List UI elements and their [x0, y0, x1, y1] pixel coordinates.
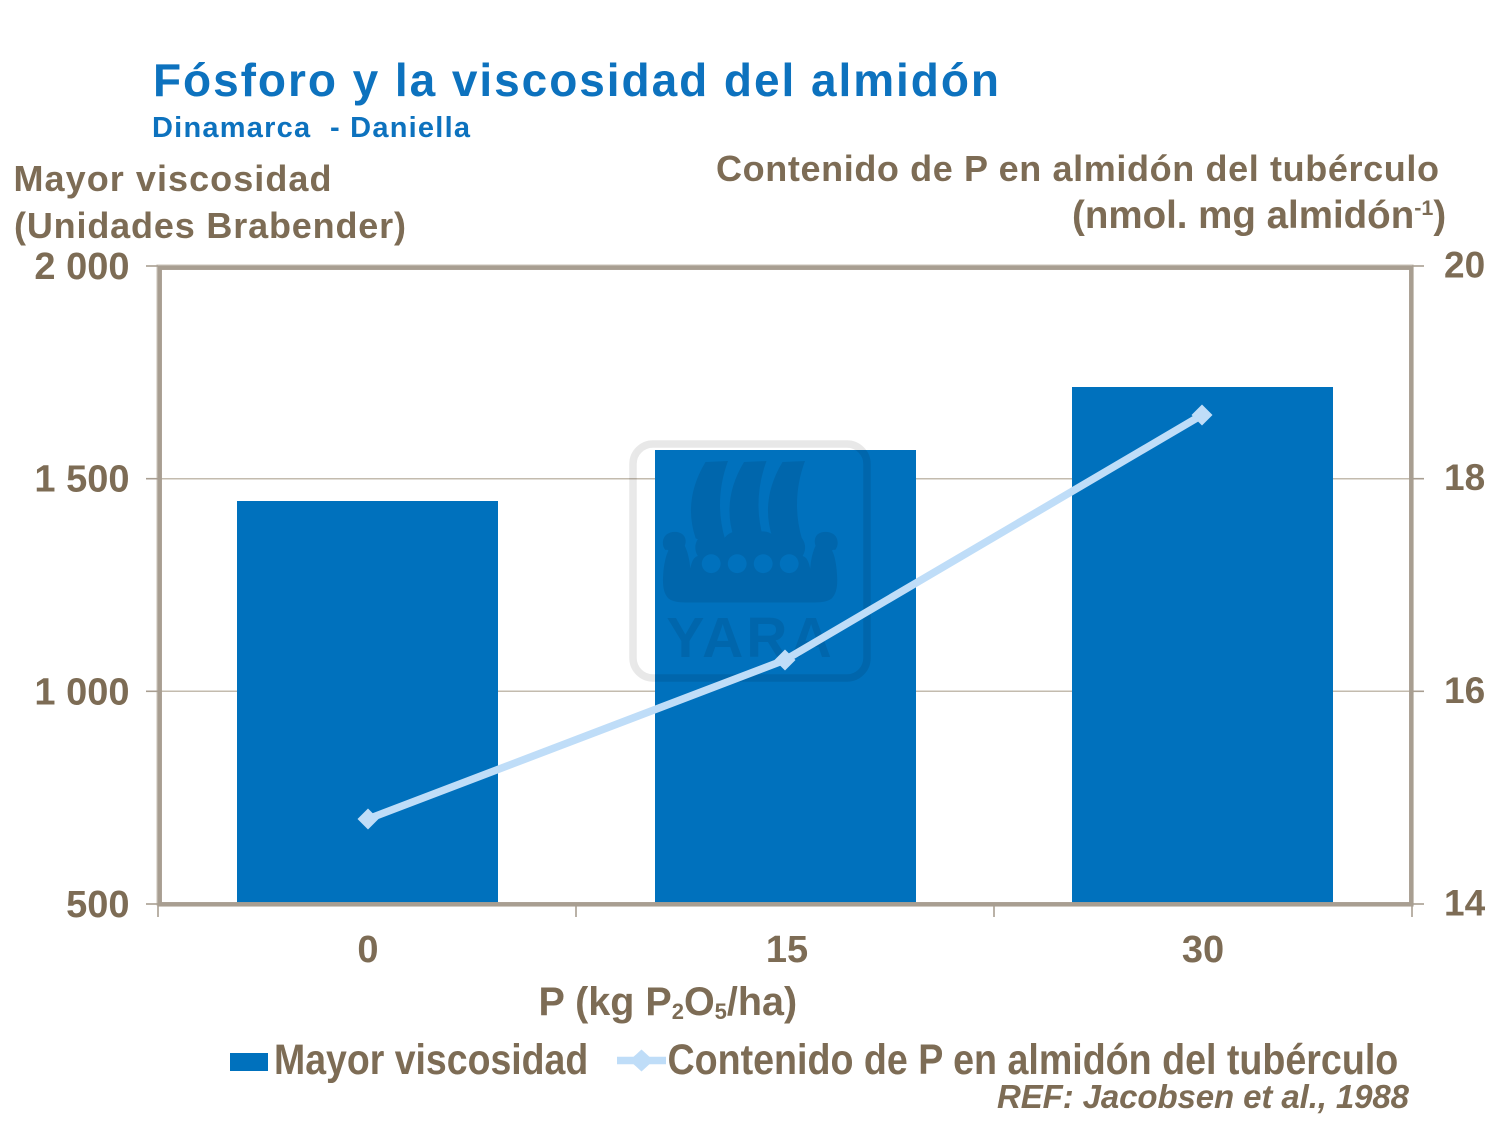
svg-text:2 000: 2 000 [34, 246, 129, 288]
svg-text:14: 14 [1444, 883, 1486, 924]
svg-text:20: 20 [1444, 245, 1485, 286]
svg-text:YARA: YARA [666, 606, 834, 670]
svg-text:Mayor viscosidad: Mayor viscosidad [274, 1035, 588, 1084]
svg-text:Dinamarca - Daniella: Dinamarca - Daniella [152, 112, 471, 144]
svg-text:1 500: 1 500 [34, 459, 129, 501]
svg-text:Contenido de P en almidón del: Contenido de P en almidón del tubérculo [716, 148, 1439, 189]
svg-text:16: 16 [1444, 670, 1485, 711]
svg-text:15: 15 [766, 929, 808, 971]
svg-text:18: 18 [1444, 457, 1485, 498]
svg-text:Contenido de P en almidón del: Contenido de P en almidón del tubérculo [668, 1035, 1399, 1084]
svg-text:1 000: 1 000 [34, 671, 129, 713]
svg-text:(Unidades Brabender): (Unidades Brabender) [14, 205, 406, 246]
svg-text:Mayor viscosidad: Mayor viscosidad [14, 158, 332, 199]
svg-text:500: 500 [66, 884, 129, 926]
svg-text:0: 0 [357, 929, 378, 971]
svg-text:REF: Jacobsen et al., 1988: REF: Jacobsen et al., 1988 [997, 1078, 1410, 1115]
svg-text:Fósforo y la viscosidad del al: Fósforo y la viscosidad del almidón [153, 54, 999, 106]
svg-text:(nmol. mg almidón-1): (nmol. mg almidón-1) [1072, 194, 1446, 237]
svg-text:30: 30 [1182, 929, 1224, 971]
svg-text:P (kg P2O5/ha): P (kg P2O5/ha) [539, 980, 798, 1024]
